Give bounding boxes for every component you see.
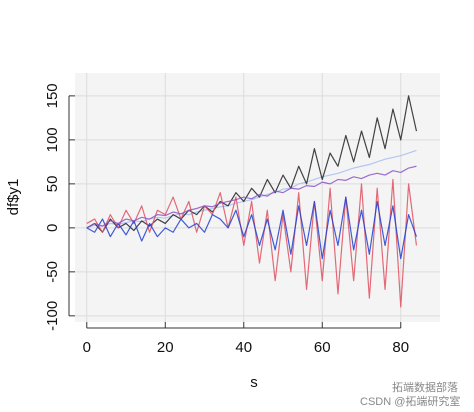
watermark: CSDN @拓端研究室 (360, 394, 460, 408)
series-line (86, 165, 417, 229)
x-tick-label: 40 (235, 339, 252, 356)
x-tick-label: 20 (157, 339, 174, 356)
x-axis-label: s (250, 374, 258, 391)
y-tick-label: 50 (44, 176, 61, 193)
y-tick-label: 0 (44, 224, 61, 232)
x-tick-label: 0 (83, 339, 91, 356)
watermark: 拓端数据部落 (392, 380, 458, 394)
y-tick-label: 150 (44, 83, 61, 108)
y-tick-label: 100 (44, 127, 61, 152)
y-tick-label: -50 (44, 261, 61, 283)
x-tick-label: 60 (314, 339, 331, 356)
series-line (86, 95, 418, 233)
series-line (86, 196, 418, 260)
series-line (86, 178, 418, 308)
y-axis-label: df$y1 (5, 179, 22, 216)
y-tick-label: -100 (44, 301, 61, 331)
x-tick-label: 80 (392, 339, 409, 356)
